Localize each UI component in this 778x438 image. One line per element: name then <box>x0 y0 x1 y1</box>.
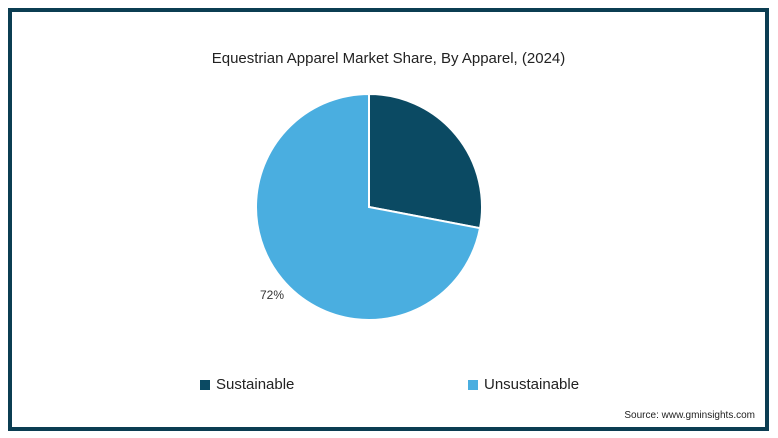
pie-chart <box>255 92 483 321</box>
chart-title: Equestrian Apparel Market Share, By Appa… <box>211 50 566 67</box>
pie-slice-sustainable <box>368 92 483 230</box>
legend-label-unsustainable: Unsustainable <box>484 376 580 393</box>
pie-slice-unsustainable <box>255 92 482 321</box>
legend-item-sustainable: Sustainable <box>200 376 294 393</box>
chart-frame: Equestrian Apparel Market Share, By Appa… <box>8 8 769 431</box>
legend-item-unsustainable: Unsustainable <box>468 376 579 393</box>
legend-label-sustainable: Sustainable <box>216 376 295 393</box>
slice-label-unsustainable: 72% <box>260 288 285 302</box>
legend-swatch-sustainable <box>200 379 210 390</box>
source-note: Source: www.gminsights.com <box>624 410 755 421</box>
legend-swatch-unsustainable <box>468 379 478 390</box>
